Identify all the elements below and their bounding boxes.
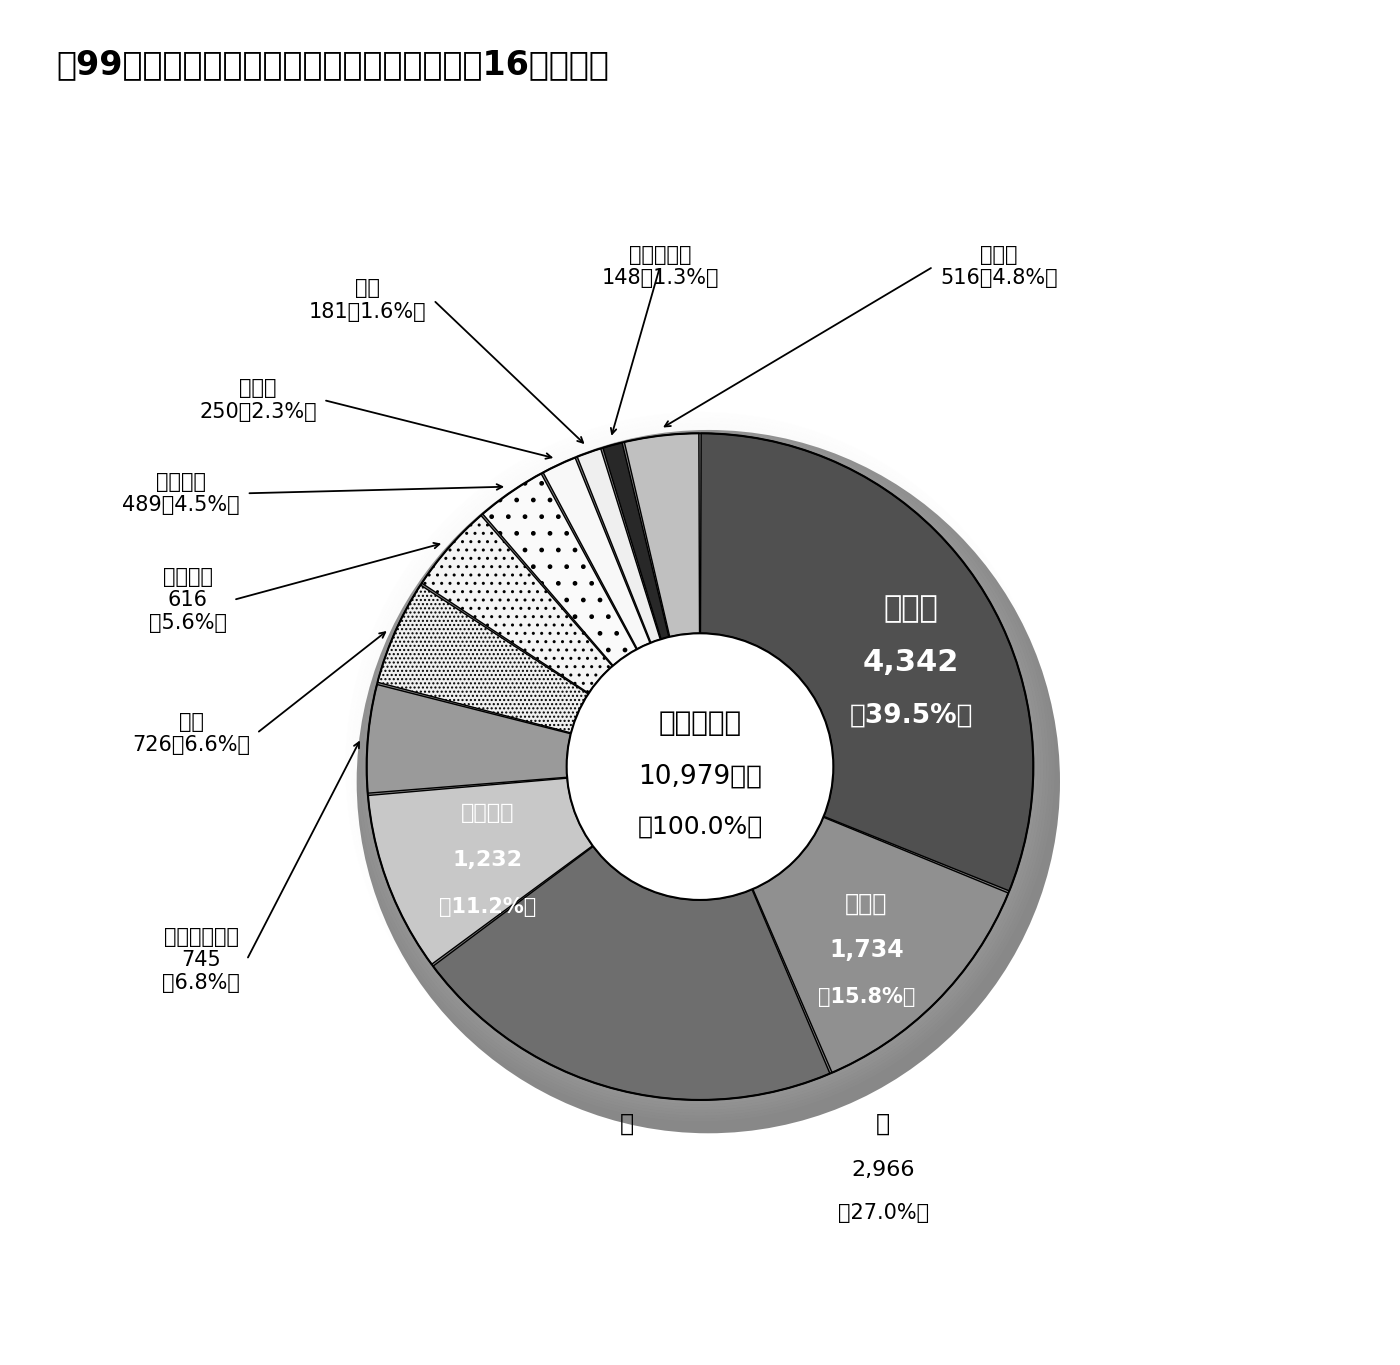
Text: 宅地造成
616
（5.6%）: 宅地造成 616 （5.6%） (148, 566, 227, 633)
Text: （100.0%）: （100.0%） (637, 815, 763, 838)
Wedge shape (700, 433, 1033, 891)
Text: 上水道: 上水道 (846, 891, 888, 916)
Wedge shape (433, 846, 830, 1100)
Wedge shape (378, 586, 588, 733)
Wedge shape (421, 516, 612, 693)
Text: 4,342: 4,342 (862, 647, 959, 677)
Text: 水: 水 (620, 1111, 634, 1136)
Wedge shape (603, 442, 669, 639)
Wedge shape (624, 433, 700, 637)
Text: 10,979事業: 10,979事業 (638, 763, 762, 789)
Text: 観光施設
489（4.5%）: 観光施設 489（4.5%） (122, 472, 239, 515)
Text: 第99図　地方公営企業の事業数の状況（平成16年度末）: 第99図 地方公営企業の事業数の状況（平成16年度末） (56, 48, 609, 81)
Wedge shape (543, 457, 650, 648)
Text: （27.0%）: （27.0%） (837, 1204, 928, 1223)
Text: （39.5%）: （39.5%） (850, 703, 973, 729)
Wedge shape (367, 684, 571, 793)
Text: 下水道: 下水道 (883, 594, 938, 624)
Wedge shape (753, 818, 1008, 1073)
Wedge shape (368, 778, 592, 964)
Text: 病院
726（6.6%）: 病院 726（6.6%） (132, 711, 251, 755)
Text: 道: 道 (876, 1111, 890, 1136)
Text: 市場
181（1.6%）: 市場 181（1.6%） (309, 278, 427, 322)
Circle shape (357, 430, 1060, 1133)
Text: その他
516（4.8%）: その他 516（4.8%） (939, 246, 1057, 288)
Text: 1,232: 1,232 (454, 850, 524, 870)
Wedge shape (577, 449, 661, 643)
Text: 1,734: 1,734 (829, 938, 904, 962)
Text: 駐車場
250（2.3%）: 駐車場 250（2.3%） (199, 378, 316, 422)
Text: 2,966: 2,966 (851, 1160, 916, 1179)
Text: （11.2%）: （11.2%） (440, 897, 536, 917)
Text: （15.8%）: （15.8%） (818, 987, 916, 1007)
Wedge shape (483, 474, 637, 666)
Text: 事　業　数: 事 業 数 (658, 710, 742, 737)
Circle shape (567, 633, 833, 900)
Text: 介護サービス
745
（6.8%）: 介護サービス 745 （6.8%） (162, 927, 239, 994)
Text: 工業用水道
148（1.3%）: 工業用水道 148（1.3%） (601, 246, 718, 288)
Text: 簡易水道: 簡易水道 (461, 804, 515, 823)
